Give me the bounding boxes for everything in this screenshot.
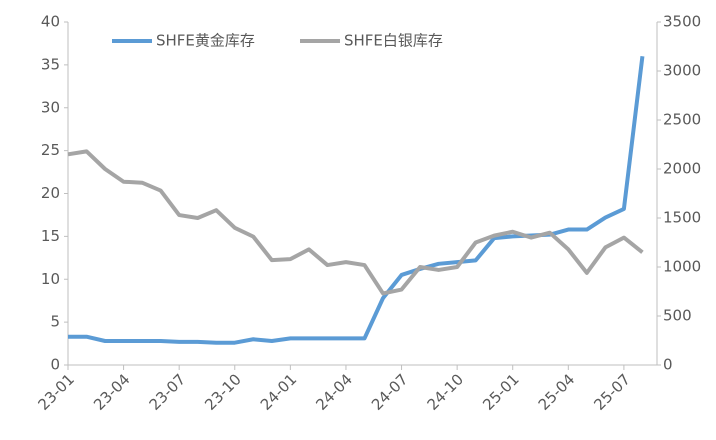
y-tick-label: 35 [41, 55, 60, 73]
x-tick-label: 23-04 [90, 370, 134, 414]
x-tick-label: 23-10 [201, 370, 245, 414]
y2-tick-label: 2500 [663, 111, 701, 129]
x-tick-label: 23-01 [34, 370, 78, 414]
series-line [68, 56, 645, 345]
y-tick-label: 20 [41, 184, 60, 202]
x-tick-label: 23-07 [146, 370, 190, 414]
y-tick-label: 10 [41, 270, 60, 288]
y2-tick-label: 2000 [663, 160, 701, 178]
y2-tick-label: 0 [663, 356, 673, 374]
y-tick-label: 0 [50, 356, 60, 374]
series-line [67, 149, 644, 296]
y-tick-label: 15 [41, 227, 60, 245]
legend-label: SHFE白银库存 [344, 32, 443, 50]
legend-label: SHFE黄金库存 [156, 32, 255, 50]
x-tick-label: 24-07 [368, 370, 412, 414]
x-tick-label: 24-04 [312, 370, 356, 414]
y-tick-label: 25 [41, 141, 60, 159]
y2-tick-label: 1500 [663, 209, 701, 227]
y2-tick-label: 3000 [663, 62, 701, 80]
x-tick-label: 24-01 [257, 370, 301, 414]
y-tick-label: 30 [41, 98, 60, 116]
x-tick-label: 25-04 [535, 370, 579, 414]
y2-tick-label: 1000 [663, 258, 701, 276]
y-tick-label: 5 [50, 313, 60, 331]
x-tick-label: 25-07 [590, 370, 634, 414]
y2-tick-label: 3500 [663, 13, 701, 31]
x-tick-label: 24-10 [424, 370, 468, 414]
x-tick-label: 25-01 [479, 370, 523, 414]
y-tick-label: 40 [41, 13, 60, 31]
y2-tick-label: 500 [663, 307, 692, 325]
